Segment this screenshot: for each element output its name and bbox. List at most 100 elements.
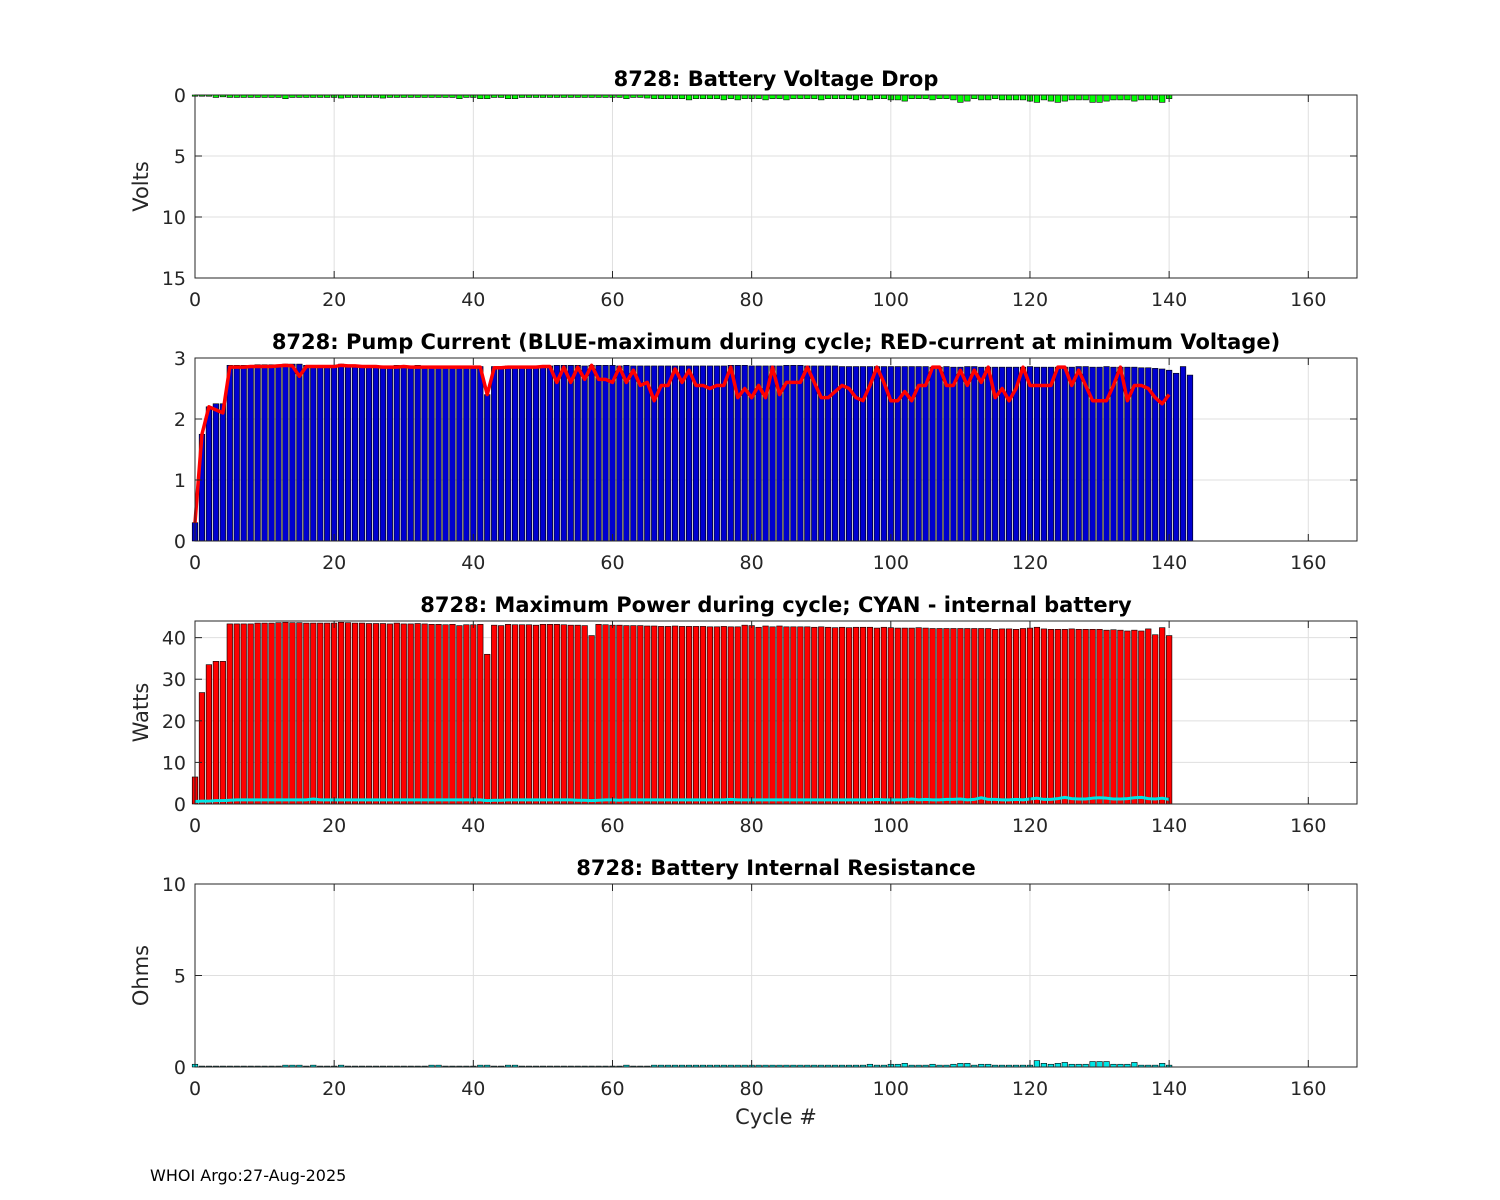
max-power-bar	[505, 624, 512, 805]
max-power-bar	[1040, 628, 1047, 805]
pump-current-bar	[511, 365, 519, 542]
internal-resistance-xtick-label: 140	[1151, 1078, 1187, 1100]
max-power-xtick-label: 80	[740, 815, 764, 837]
pump-current-title: 8728: Pump Current (BLUE-maximum during …	[272, 330, 1280, 354]
max-power-bar	[839, 626, 846, 805]
voltage-drop-bar	[282, 94, 289, 99]
pump-current-ytick-label: 1	[174, 470, 186, 492]
voltage-drop-bar	[776, 94, 783, 99]
pump-current-bar	[240, 365, 247, 542]
pump-current-bar	[880, 366, 887, 542]
pump-current-bar	[393, 365, 400, 542]
max-power-bar	[463, 624, 470, 805]
pump-current-bar	[498, 366, 505, 542]
pump-current-xtick-label: 40	[461, 552, 485, 574]
voltage-drop-xtick-label: 40	[461, 289, 485, 311]
pump-current-bar	[978, 366, 985, 542]
max-power-bar	[379, 623, 386, 805]
max-power-bar	[1110, 629, 1117, 805]
max-power-bar	[1012, 629, 1020, 805]
max-power-bar	[658, 626, 665, 805]
max-power-bar	[421, 623, 428, 805]
max-power-bar	[769, 626, 776, 805]
max-power-bar	[560, 624, 567, 805]
max-power-bar	[1026, 627, 1034, 805]
voltage-drop-bar	[672, 94, 679, 99]
max-power-ytick-label: 40	[162, 628, 186, 650]
internal-resistance-xtick-label: 60	[600, 1078, 624, 1100]
voltage-drop-bar	[985, 94, 992, 101]
max-power-bar	[1159, 627, 1166, 805]
pump-current-bar	[358, 365, 366, 542]
voltage-drop-bar	[1033, 94, 1041, 103]
max-power-bar	[268, 622, 275, 805]
voltage-drop-xtick-label: 60	[600, 289, 624, 311]
voltage-drop-bar	[1061, 94, 1068, 102]
voltage-drop-panel: 0 20 40 60 80 100 120 140 160 0 5 10 15 8728: Batter…	[129, 67, 1358, 311]
max-power-bar	[1019, 628, 1027, 805]
voltage-drop-bar	[1138, 94, 1145, 101]
max-power-title: 8728: Maximum Power during cycle; CYAN -…	[420, 593, 1132, 617]
pump-current-axes-frame	[194, 357, 1358, 542]
voltage-drop-bar	[894, 94, 901, 101]
max-power-bar	[567, 624, 574, 805]
pump-current-xtick-label: 120	[1012, 552, 1048, 574]
max-power-bar	[595, 624, 602, 805]
internal-resistance-ylabel: Ohms	[129, 945, 153, 1006]
max-power-bar	[922, 627, 929, 805]
max-power-bar	[1075, 629, 1082, 805]
internal-resistance-xlabel: Cycle #	[735, 1105, 817, 1129]
pump-current-bar	[623, 365, 630, 542]
max-power-bar	[247, 623, 254, 805]
voltage-drop-bar	[456, 94, 463, 99]
pump-current-bar	[532, 365, 540, 542]
max-power-bar	[887, 627, 894, 805]
voltage-drop-bar	[852, 94, 860, 101]
max-power-bar	[1047, 629, 1054, 805]
max-power-bar	[1054, 629, 1061, 805]
pump-current-bar	[379, 365, 386, 542]
max-power-ylabel: Watts	[129, 683, 153, 743]
voltage-drop-bar	[1096, 94, 1103, 103]
voltage-drop-bar	[1089, 94, 1096, 103]
max-power-bar	[525, 624, 533, 805]
pump-current-bar	[247, 365, 254, 542]
voltage-drop-ylabel: Volts	[129, 161, 153, 212]
pump-current-bar	[957, 366, 964, 542]
max-power-bar	[637, 625, 644, 805]
voltage-drop-bar	[901, 94, 908, 102]
max-power-bar	[219, 661, 226, 805]
internal-resistance-title: 8728: Battery Internal Resistance	[576, 856, 976, 880]
max-power-bar	[616, 624, 623, 805]
footer-credit: WHOI Argo:27-Aug-2025	[150, 1166, 347, 1185]
internal-resistance-bar	[1089, 1061, 1096, 1068]
max-power-bar	[498, 625, 505, 805]
pump-current-bar	[268, 364, 275, 542]
voltage-drop-bar	[623, 94, 630, 99]
pump-current-bar	[421, 365, 428, 542]
max-power-bar	[783, 626, 790, 805]
pump-current-bar	[435, 366, 442, 542]
voltage-drop-bar	[929, 94, 936, 101]
pump-current-bar	[1033, 366, 1041, 542]
pump-current-bar	[922, 366, 929, 542]
max-power-bar	[317, 622, 324, 805]
voltage-drop-bar	[908, 94, 915, 99]
voltage-drop-bar	[978, 94, 985, 101]
pump-current-xtick-label: 100	[873, 552, 909, 574]
pump-current-bar	[1117, 366, 1124, 542]
max-power-bar	[310, 622, 317, 805]
pump-current-bar	[505, 365, 512, 542]
pump-current-bar	[261, 364, 268, 542]
voltage-drop-bar	[1103, 94, 1110, 102]
max-power-bar	[943, 628, 950, 805]
pump-current-line-series	[193, 363, 1171, 523]
pump-current-bar	[825, 365, 832, 542]
voltage-drop-bar	[1040, 94, 1047, 101]
max-power-bar	[581, 625, 588, 805]
pump-current-ytick-label: 0	[174, 531, 186, 553]
max-power-bar	[651, 625, 658, 805]
pump-current-bar	[894, 366, 901, 542]
voltage-drop-bar	[915, 94, 922, 99]
max-power-bar	[296, 622, 303, 805]
